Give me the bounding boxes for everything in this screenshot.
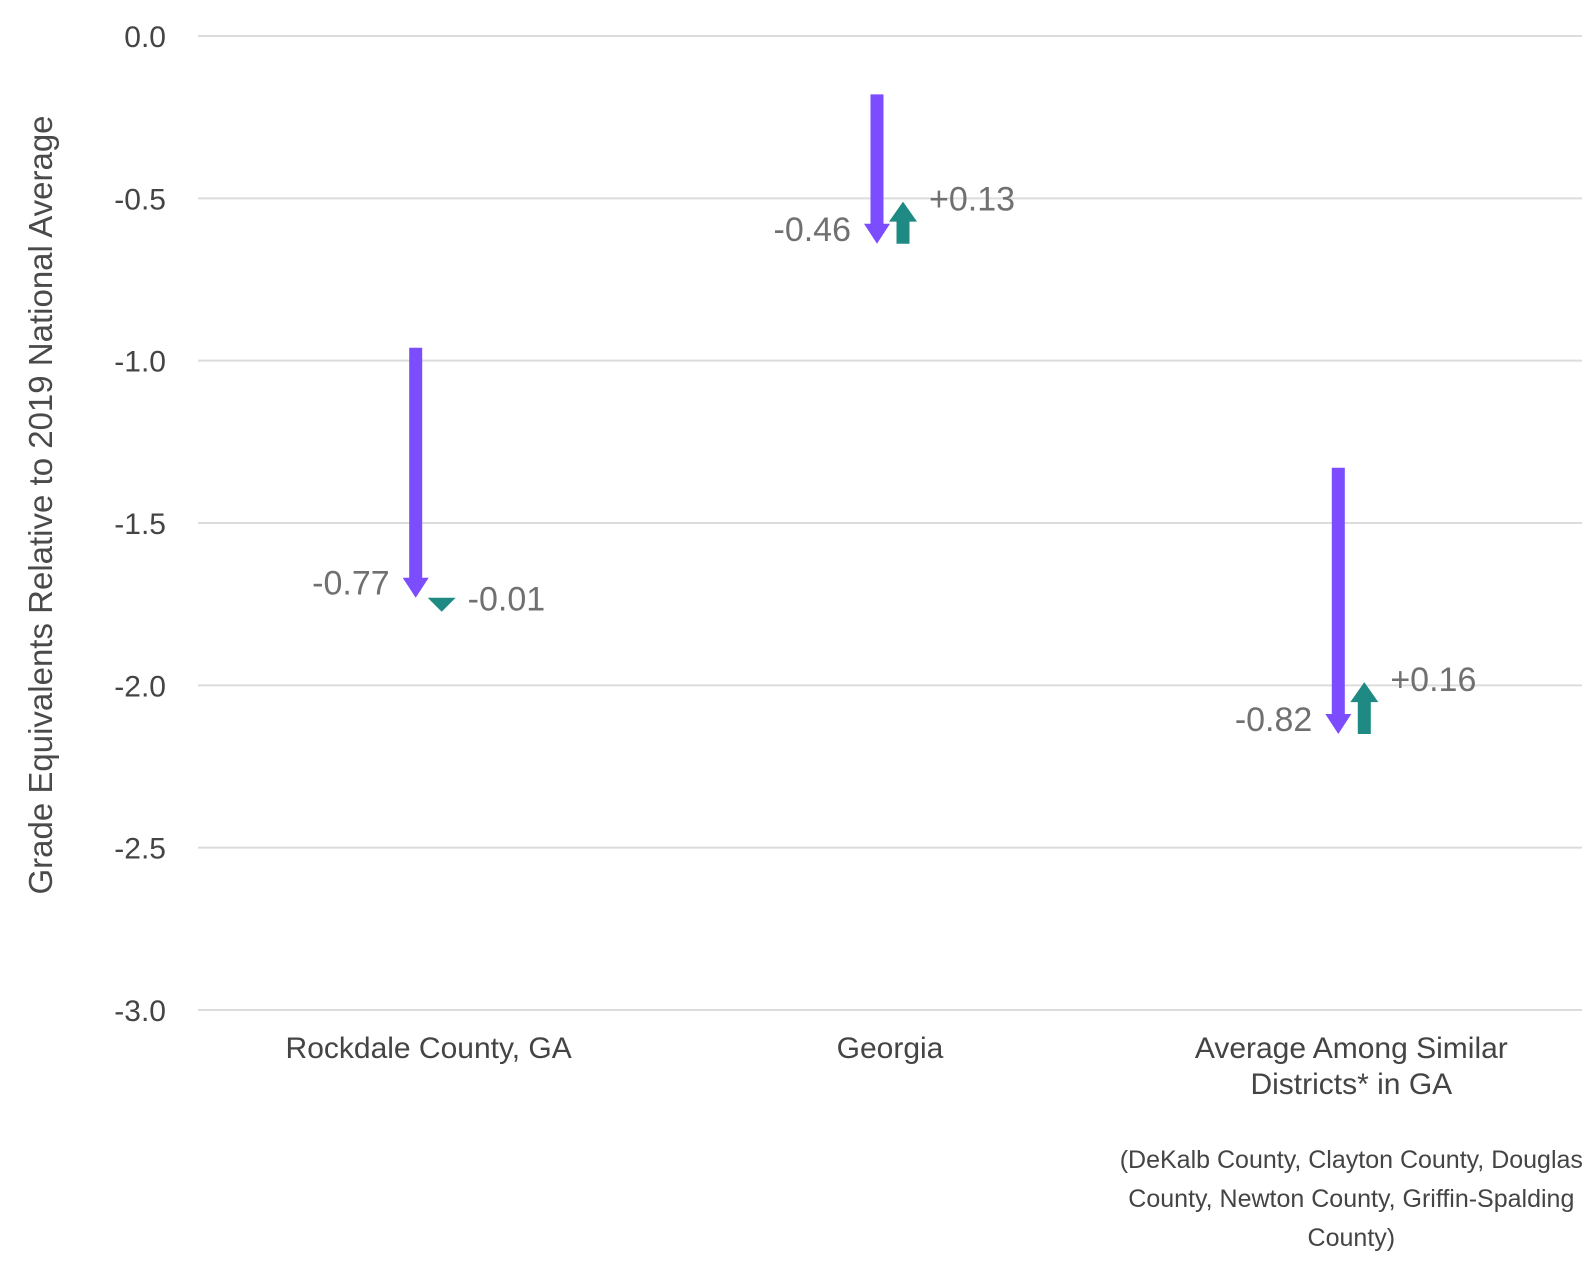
footnote-line: County) [1308, 1224, 1396, 1252]
x-category-label: Average Among Similar [1195, 1032, 1508, 1065]
change-arrow [427, 597, 456, 612]
decline-arrow [1325, 467, 1352, 734]
chart-marks: -0.77 -0.01 -0.46 +0.13 -0.82 +0.16 [312, 94, 1476, 739]
change-arrow [1350, 682, 1379, 734]
x-category-label: Georgia [837, 1032, 944, 1065]
change-data-label: +0.16 [1390, 661, 1476, 699]
change-data-label: -0.01 [468, 581, 545, 619]
y-tick-label: 0.0 [124, 21, 166, 54]
footnote-line: (DeKalb County, Clayton County, Douglas [1120, 1146, 1583, 1174]
y-tick-label: -1.0 [114, 346, 166, 379]
decline-arrow [864, 94, 890, 244]
change-arrow [889, 201, 917, 244]
y-axis-ticks: 0.0 -0.5 -1.0 -1.5 -2.0 -2.5 -3.0 [114, 21, 166, 1028]
y-tick-label: -1.5 [114, 508, 166, 541]
decline-data-label: -0.82 [1235, 701, 1313, 739]
footnote-line: County, Newton County, Griffin-Spalding [1128, 1185, 1574, 1213]
y-tick-label: -3.0 [114, 995, 166, 1028]
y-tick-label: -2.5 [114, 833, 166, 866]
decline-data-label: -0.77 [312, 565, 390, 603]
y-axis-label: Grade Equivalents Relative to 2019 Natio… [22, 115, 59, 894]
y-tick-label: -0.5 [114, 183, 166, 216]
x-category-label: Districts* in GA [1250, 1068, 1452, 1101]
x-category-label: Rockdale County, GA [286, 1032, 572, 1065]
y-tick-label: -2.0 [114, 670, 166, 703]
footnote: (DeKalb County, Clayton County, Douglas C… [1120, 1146, 1583, 1252]
x-axis-categories: Rockdale County, GA Georgia Average Among … [286, 1032, 1508, 1101]
change-data-label: +0.13 [929, 181, 1015, 219]
gridlines [198, 35, 1582, 1011]
decline-data-label: -0.46 [774, 211, 852, 249]
decline-arrow [402, 347, 429, 598]
